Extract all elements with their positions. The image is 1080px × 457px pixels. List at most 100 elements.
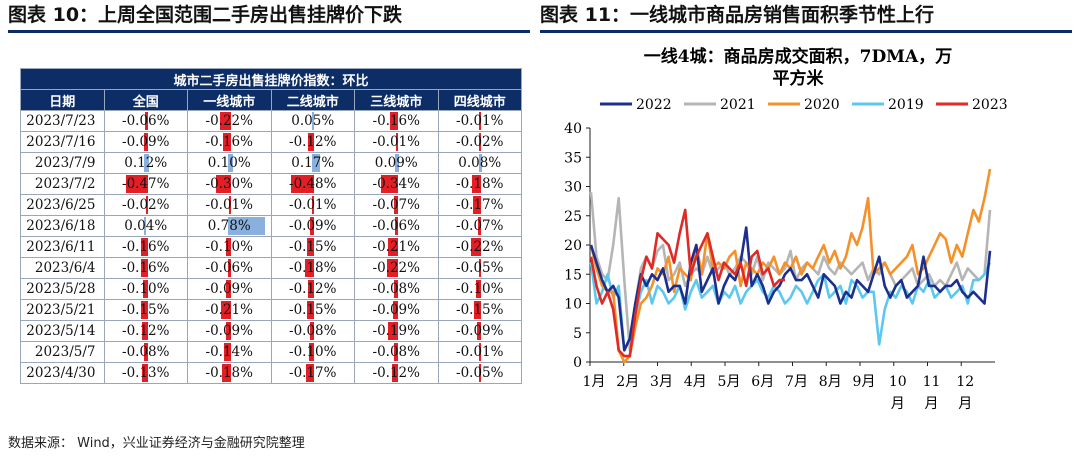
table-row: 2023/5/7 -0.08% -0.14% -0.10% -0.08% -0.01% [20, 341, 522, 363]
change-value: -0.05% [456, 260, 504, 276]
data-bar [220, 301, 231, 319]
data-bar [140, 238, 148, 256]
data-bar [145, 112, 148, 130]
change-cell: -0.22% [437, 236, 522, 258]
column-header: 四线城市 [437, 89, 522, 111]
change-cell: -0.18% [187, 362, 272, 384]
data-bar [478, 154, 483, 172]
change-cell: -0.12% [270, 131, 355, 153]
y-tick-label: 20 [564, 238, 582, 254]
change-cell: 0.09% [354, 152, 439, 174]
data-bar [389, 112, 398, 130]
x-tick-label: 7月 [785, 374, 808, 390]
change-cell: -0.09% [187, 320, 272, 342]
column-header: 全国 [103, 89, 188, 111]
legend-label: 2019 [888, 97, 924, 113]
change-cell: -0.48% [270, 173, 355, 195]
change-cell: -0.06% [187, 257, 272, 279]
change-value: -0.09% [372, 302, 420, 318]
change-cell: -0.01% [354, 131, 439, 153]
change-cell: -0.14% [187, 341, 272, 363]
change-value: -0.16% [122, 239, 170, 255]
change-value: -0.10% [289, 344, 337, 360]
chart-axes: 0 5 10 15 20 25 30 35 40 1月 2月 3月 4月 5月 6月 7月 8月 9月 10 月 11 月… [564, 121, 995, 412]
legend-entry: 2022 [600, 97, 672, 113]
data-bar [479, 343, 481, 361]
change-cell: -0.01% [437, 110, 522, 132]
series-line-2019 [589, 262, 992, 352]
change-cell: -0.09% [103, 131, 188, 153]
change-cell: -0.18% [270, 257, 355, 279]
data-bar [387, 238, 398, 256]
data-bar [306, 238, 314, 256]
data-bar [309, 343, 314, 361]
change-cell: 0.08% [437, 152, 522, 174]
change-value: -0.02% [122, 197, 170, 213]
data-bar [225, 238, 231, 256]
legend-label: 2022 [636, 97, 672, 113]
data-bar [305, 259, 314, 277]
legend-entry: 2019 [852, 97, 924, 113]
data-bar [305, 364, 314, 382]
data-bar [143, 154, 150, 172]
column-header: 二线城市 [270, 89, 355, 111]
change-value: -0.48% [289, 176, 337, 192]
change-cell: -0.07% [437, 215, 522, 237]
change-cell: -0.08% [270, 320, 355, 342]
change-cell: -0.16% [187, 131, 272, 153]
data-bar [308, 280, 314, 298]
data-bar [142, 322, 148, 340]
data-bar [311, 112, 314, 130]
change-value: 0.04% [124, 218, 168, 234]
change-value: -0.09% [205, 323, 253, 339]
x-tick-label: 2月 [616, 374, 639, 390]
change-cell: -0.34% [354, 173, 439, 195]
data-bar [144, 343, 148, 361]
y-tick-label: 40 [564, 121, 582, 137]
change-cell: -0.16% [354, 110, 439, 132]
change-value: -0.01% [372, 134, 420, 150]
change-cell: -0.01% [270, 194, 355, 216]
change-cell: -0.22% [187, 110, 272, 132]
data-bar [479, 133, 481, 151]
sales-area-line-chart: 一线4城：商品房成交面积，7DMA，万 平方米 2022 2021 2020 2019… [564, 46, 1007, 412]
x-tick-label: 4月 [684, 374, 707, 390]
date-cell: 2023/5/7 [20, 341, 105, 363]
change-cell: -0.16% [103, 236, 188, 258]
listing-price-table: 城市二手房出售挂牌价指数：环比 日期 全国 一线城市 二线城市 三线城市 四线城市 202… [20, 68, 522, 384]
data-bar [381, 175, 398, 193]
data-bar [476, 322, 481, 340]
change-cell: -0.17% [270, 362, 355, 384]
table-row: 2023/6/25 -0.02% -0.01% -0.01% -0.07% -0.17% [20, 194, 522, 216]
left-header-rule [8, 30, 530, 33]
change-cell: -0.12% [270, 278, 355, 300]
date-cell: 2023/5/14 [20, 320, 105, 342]
change-value: -0.22% [456, 239, 504, 255]
change-cell: -0.07% [354, 194, 439, 216]
change-value: -0.34% [372, 176, 420, 192]
change-value: -0.09% [122, 134, 170, 150]
data-bar [146, 196, 148, 214]
change-cell: -0.22% [354, 257, 439, 279]
change-cell: -0.12% [354, 362, 439, 384]
data-bar [478, 259, 481, 277]
change-cell: -0.08% [354, 278, 439, 300]
x-tick-label: 6月 [751, 374, 774, 390]
change-value: 0.09% [374, 155, 418, 171]
change-value: -0.02% [456, 134, 504, 150]
change-value: -0.10% [456, 281, 504, 297]
change-cell: -0.18% [437, 173, 522, 195]
change-cell: 0.04% [103, 215, 188, 237]
change-cell: -0.08% [103, 341, 188, 363]
change-value: -0.12% [122, 323, 170, 339]
date-cell: 2023/7/23 [20, 110, 105, 132]
change-value: -0.08% [372, 281, 420, 297]
y-tick-label: 15 [564, 267, 582, 283]
series-line-2021 [589, 192, 992, 352]
y-tick-label: 5 [573, 326, 582, 342]
change-value: -0.16% [122, 260, 170, 276]
data-bar [394, 196, 398, 214]
legend-entry: 2021 [684, 97, 756, 113]
data-bar [226, 280, 231, 298]
change-value: -0.21% [205, 302, 253, 318]
